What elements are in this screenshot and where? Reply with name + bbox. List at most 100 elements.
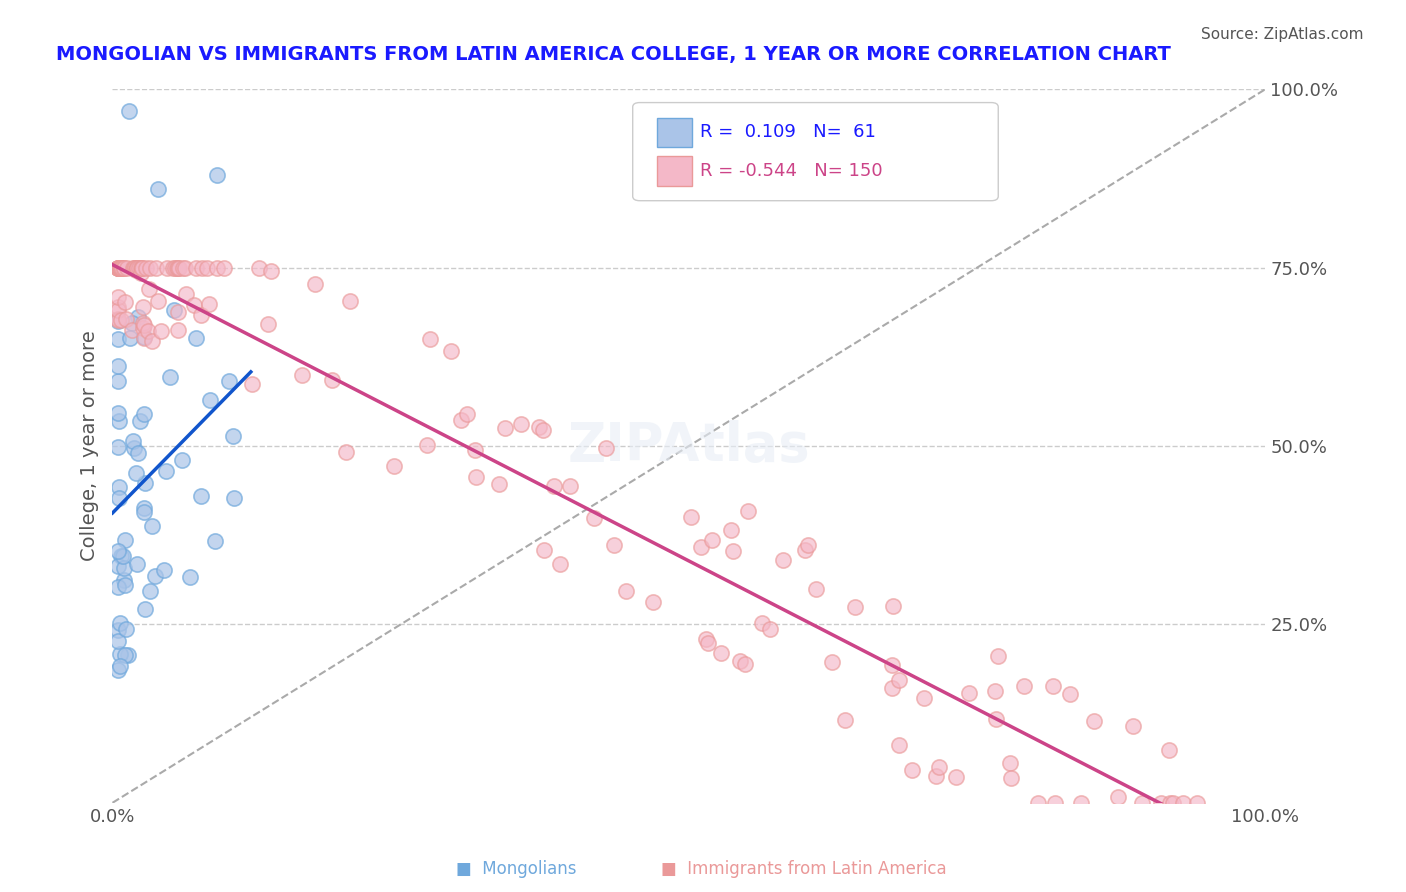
Mongolians — [222, 491, 245, 505]
Immigrants from Latin America — [174, 260, 197, 275]
Immigrants from Latin America — [531, 423, 554, 437]
Mongolians — [107, 359, 129, 373]
Immigrants from Latin America — [603, 538, 626, 552]
Immigrants from Latin America — [138, 324, 160, 338]
Mongolians — [107, 406, 129, 420]
Immigrants from Latin America — [174, 287, 197, 301]
Mongolians — [132, 407, 155, 421]
Immigrants from Latin America — [107, 290, 129, 304]
Mongolians — [139, 584, 162, 599]
Immigrants from Latin America — [1012, 679, 1035, 693]
Mongolians — [107, 558, 129, 573]
Immigrants from Latin America — [256, 317, 278, 331]
Immigrants from Latin America — [186, 260, 208, 275]
Immigrants from Latin America — [107, 260, 129, 275]
Text: ZIPAtlas: ZIPAtlas — [568, 420, 810, 472]
Text: MONGOLIAN VS IMMIGRANTS FROM LATIN AMERICA COLLEGE, 1 YEAR OR MORE CORRELATION C: MONGOLIAN VS IMMIGRANTS FROM LATIN AMERI… — [56, 45, 1171, 63]
Immigrants from Latin America — [108, 260, 131, 275]
Immigrants from Latin America — [107, 302, 129, 317]
Mongolians — [112, 561, 135, 575]
Immigrants from Latin America — [945, 770, 967, 784]
Immigrants from Latin America — [925, 769, 948, 783]
Immigrants from Latin America — [1070, 796, 1092, 810]
Immigrants from Latin America — [114, 311, 136, 326]
Immigrants from Latin America — [321, 373, 343, 387]
Mongolians — [115, 622, 138, 636]
Immigrants from Latin America — [131, 266, 153, 280]
Mongolians — [118, 103, 141, 118]
Mongolians — [222, 428, 245, 442]
Mongolians — [141, 518, 163, 533]
Immigrants from Latin America — [146, 293, 169, 308]
Immigrants from Latin America — [689, 541, 711, 555]
Text: R = -0.544   N= 150: R = -0.544 N= 150 — [700, 162, 883, 180]
Immigrants from Latin America — [291, 368, 314, 382]
Immigrants from Latin America — [107, 260, 129, 275]
Mongolians — [127, 310, 149, 324]
Mongolians — [107, 314, 129, 328]
Immigrants from Latin America — [595, 441, 617, 455]
Immigrants from Latin America — [737, 504, 759, 518]
Mongolians — [107, 374, 129, 388]
Immigrants from Latin America — [304, 277, 326, 291]
Text: ■  Immigrants from Latin America: ■ Immigrants from Latin America — [661, 860, 948, 878]
Mongolians — [108, 415, 131, 429]
Immigrants from Latin America — [132, 330, 155, 344]
Mongolians — [122, 441, 145, 455]
Text: Source: ZipAtlas.com: Source: ZipAtlas.com — [1201, 27, 1364, 42]
Mongolians — [184, 331, 207, 345]
Mongolians — [134, 601, 156, 615]
Immigrants from Latin America — [1083, 714, 1105, 729]
Mongolians — [163, 302, 186, 317]
Immigrants from Latin America — [110, 260, 132, 275]
Immigrants from Latin America — [107, 260, 129, 275]
Immigrants from Latin America — [107, 260, 129, 275]
Immigrants from Latin America — [141, 334, 163, 349]
Immigrants from Latin America — [882, 599, 904, 614]
Immigrants from Latin America — [912, 691, 935, 706]
Immigrants from Latin America — [697, 636, 720, 650]
Immigrants from Latin America — [129, 260, 152, 275]
Mongolians — [159, 369, 181, 384]
Immigrants from Latin America — [887, 673, 910, 688]
Mongolians — [127, 446, 149, 460]
Mongolians — [117, 648, 139, 662]
Immigrants from Latin America — [720, 523, 742, 537]
Immigrants from Latin America — [1042, 679, 1064, 693]
Immigrants from Latin America — [166, 260, 188, 275]
Immigrants from Latin America — [529, 420, 551, 434]
Immigrants from Latin America — [1150, 796, 1173, 810]
Immigrants from Latin America — [112, 260, 135, 275]
Immigrants from Latin America — [844, 599, 866, 614]
Immigrants from Latin America — [114, 295, 136, 310]
Immigrants from Latin America — [456, 407, 478, 421]
Immigrants from Latin America — [110, 260, 132, 275]
Immigrants from Latin America — [150, 324, 173, 338]
Immigrants from Latin America — [190, 308, 212, 322]
Mongolians — [205, 168, 228, 182]
Immigrants from Latin America — [464, 442, 486, 457]
Mongolians — [114, 648, 136, 662]
Immigrants from Latin America — [759, 622, 782, 636]
Immigrants from Latin America — [440, 343, 463, 358]
Immigrants from Latin America — [751, 616, 773, 631]
Immigrants from Latin America — [162, 260, 184, 275]
Immigrants from Latin America — [135, 260, 157, 275]
Immigrants from Latin America — [734, 657, 756, 671]
Immigrants from Latin America — [509, 417, 531, 431]
Immigrants from Latin America — [110, 313, 132, 327]
Immigrants from Latin America — [1059, 687, 1081, 701]
Immigrants from Latin America — [834, 713, 856, 727]
Immigrants from Latin America — [1130, 796, 1153, 810]
Mongolians — [107, 332, 129, 346]
Mongolians — [112, 573, 135, 587]
Immigrants from Latin America — [132, 321, 155, 335]
Immigrants from Latin America — [107, 311, 129, 326]
Immigrants from Latin America — [900, 763, 922, 777]
Mongolians — [170, 453, 193, 467]
Immigrants from Latin America — [122, 260, 145, 275]
Immigrants from Latin America — [710, 646, 733, 660]
Mongolians — [153, 563, 176, 577]
Immigrants from Latin America — [1187, 796, 1209, 810]
Immigrants from Latin America — [793, 542, 815, 557]
